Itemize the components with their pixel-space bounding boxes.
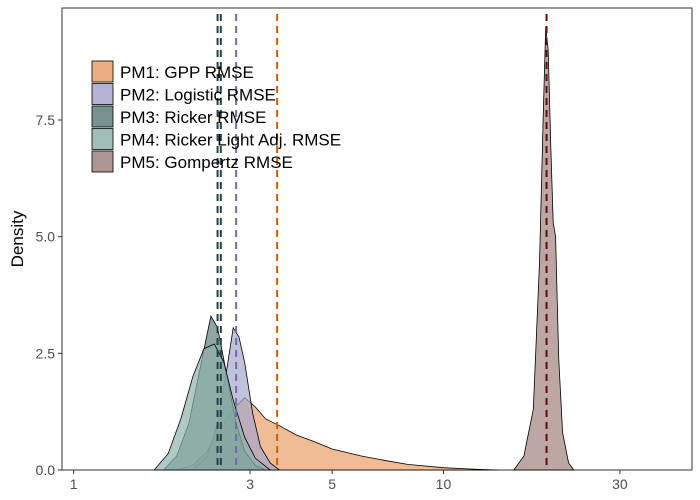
x-tick-label-1: 1 <box>70 476 78 492</box>
x-tick-label-5: 5 <box>328 476 336 492</box>
y-tick-label-0-0: 0.0 <box>36 462 56 478</box>
legend-label-series-1: PM1: GPP RMSE <box>120 63 254 82</box>
y-tick-label-2-5: 2.5 <box>36 345 56 361</box>
legend-key-series-2 <box>91 83 114 105</box>
x-tick-label-3: 3 <box>246 476 254 492</box>
x-axis: 1 3 5 10 30 <box>70 470 628 492</box>
y-axis-title: Density <box>8 210 27 267</box>
y-tick-label-7-5: 7.5 <box>36 112 56 128</box>
legend-key-series-3 <box>91 105 114 128</box>
density-area-series-5 <box>513 26 575 471</box>
legend-key-series-4 <box>91 128 114 150</box>
legend: PM1: GPP RMSE PM2: Logistic RMSE PM3: Rick… <box>91 60 341 173</box>
legend-key-series-5 <box>91 150 114 173</box>
plot-panel <box>61 7 693 471</box>
legend-key-series-1 <box>91 60 114 83</box>
x-tick-label-30: 30 <box>612 476 628 492</box>
y-tick-label-5-0: 5.0 <box>36 229 56 245</box>
legend-label-series-2: PM2: Logistic RMSE <box>120 86 276 105</box>
mean-lines <box>216 14 548 470</box>
y-axis: 0.0 2.5 5.0 7.5 <box>36 112 62 478</box>
legend-label-series-5: PM5: Gompertz RMSE <box>120 153 293 172</box>
x-tick-label-10: 10 <box>436 476 452 492</box>
legend-label-series-4: PM4: Ricker Light Adj. RMSE <box>120 131 341 150</box>
density-area-series-4 <box>153 343 272 471</box>
legend-label-series-3: PM3: Ricker RMSE <box>120 108 266 127</box>
